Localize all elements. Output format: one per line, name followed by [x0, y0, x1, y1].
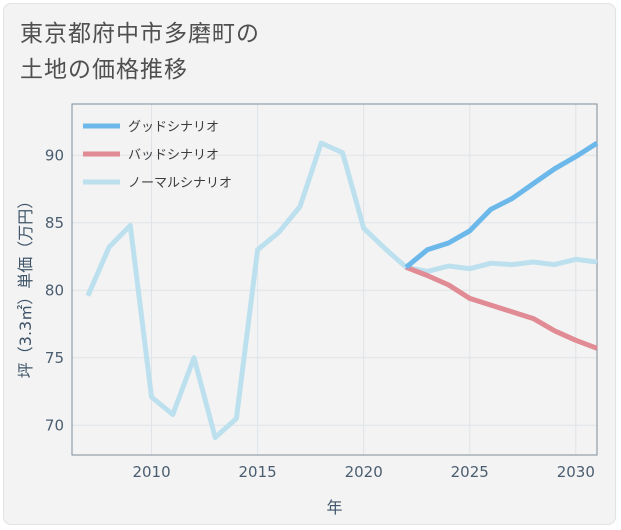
y-tick-label: 70: [45, 416, 64, 434]
y-tick-label: 80: [45, 281, 64, 299]
title-line-2: 土地の価格推移: [20, 57, 188, 83]
x-axis-label: 年: [326, 498, 342, 517]
title-line-1: 東京都府中市多磨町の: [20, 21, 260, 47]
series-line-0: [404, 140, 599, 270]
plot-area: [71, 103, 598, 456]
legend-label: グッドシナリオ: [128, 120, 219, 135]
y-tick-label: 85: [45, 214, 64, 232]
chart-title: 東京都府中市多磨町の 土地の価格推移: [20, 16, 260, 88]
y-tick-label: 75: [45, 349, 64, 367]
x-tick-label: 2010: [132, 463, 170, 481]
series-line-2: [85, 140, 598, 440]
legend-label: ノーマルシナリオ: [128, 176, 232, 191]
legend-label: バッドシナリオ: [128, 148, 219, 163]
series-line-1: [405, 264, 598, 351]
x-tick-label: 2015: [239, 463, 277, 481]
x-tick-label: 2020: [345, 463, 383, 481]
x-tick-label: 2025: [451, 463, 489, 481]
plot-background: [72, 104, 597, 455]
x-tick-label: 2030: [557, 463, 595, 481]
y-tick-label: 90: [45, 146, 64, 164]
y-axis-label: 坪（3.3㎡）単価（万円）: [16, 193, 35, 378]
